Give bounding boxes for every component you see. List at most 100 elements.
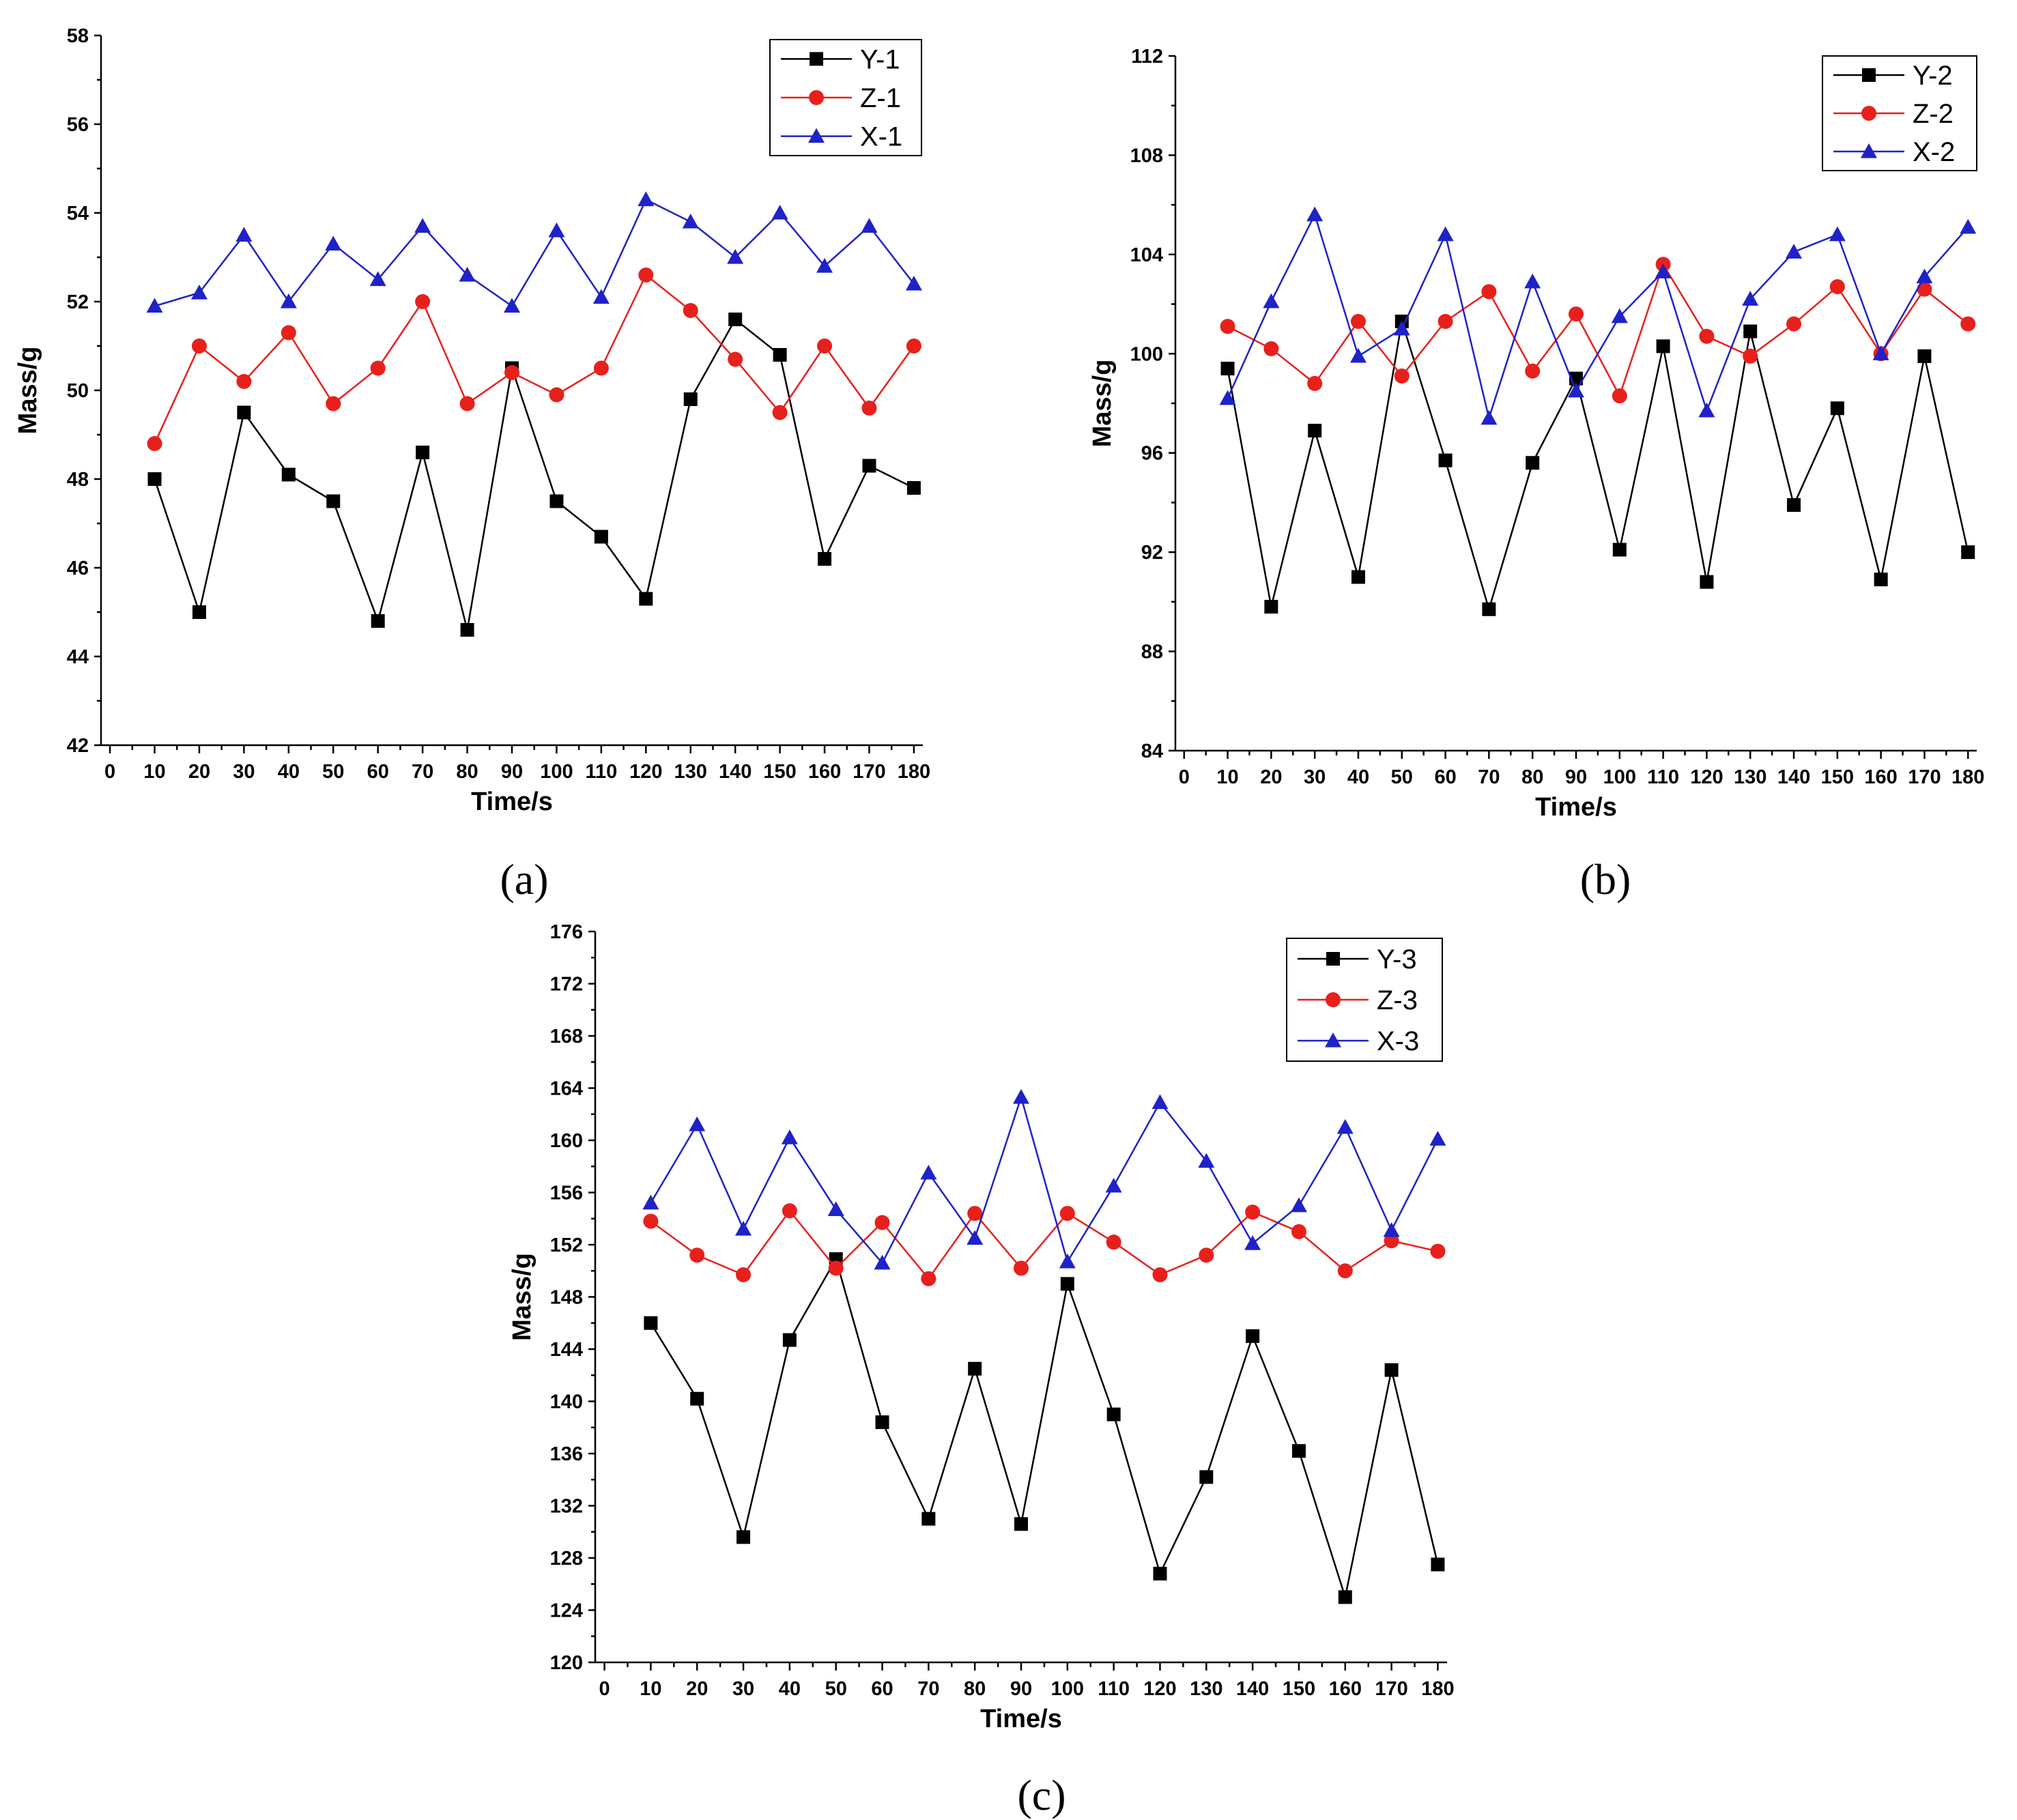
data-point [1829, 226, 1846, 242]
x-tick-label: 170 [1908, 766, 1941, 788]
data-point [771, 205, 788, 220]
data-point [1430, 1243, 1446, 1259]
y-tick-label: 164 [550, 1078, 583, 1100]
data-point [281, 325, 296, 341]
y-tick-label: 42 [67, 735, 89, 757]
data-point [1290, 1197, 1307, 1213]
panel-label: (c) [1017, 1771, 1065, 1819]
data-point [1700, 575, 1714, 589]
data-point [861, 218, 878, 233]
data-point [1349, 347, 1367, 363]
data-point [191, 338, 207, 353]
legend: Y-2 Z-2 X-2 [1822, 55, 1977, 171]
y-tick-label: 124 [550, 1600, 583, 1622]
data-point [736, 1267, 752, 1282]
series-X-1 [146, 191, 922, 313]
data-point [683, 303, 698, 318]
data-point [1655, 263, 1672, 278]
x-tick-label: 130 [1734, 766, 1766, 788]
data-point [1830, 401, 1844, 416]
data-point [1524, 273, 1541, 289]
data-point [190, 285, 208, 300]
data-point [1263, 341, 1279, 357]
y-tick-label: 136 [550, 1443, 583, 1465]
data-point [1199, 1247, 1214, 1263]
data-point [1384, 1233, 1399, 1249]
data-point [874, 1254, 891, 1270]
x-tick-label: 40 [1347, 766, 1369, 788]
data-point [369, 271, 386, 287]
x-tick-label: 90 [501, 761, 523, 783]
series-Y-1 [147, 313, 921, 637]
x-tick-label: 20 [1260, 766, 1282, 788]
data-point [1569, 306, 1584, 322]
x-tick-label: 70 [412, 761, 433, 783]
data-point [549, 387, 564, 403]
y-axis-title: Mass/g [508, 1253, 537, 1341]
data-point [1106, 1234, 1121, 1250]
y-tick-label: 140 [550, 1391, 583, 1413]
data-point [280, 293, 297, 308]
legend-label: X-2 [1913, 137, 1955, 167]
y-tick-label: 168 [550, 1026, 583, 1048]
x-tick-label: 100 [1051, 1678, 1084, 1700]
data-point [690, 1391, 704, 1406]
data-point [643, 1213, 659, 1229]
data-point [192, 605, 206, 619]
data-point [1198, 1153, 1215, 1168]
data-point [237, 405, 251, 420]
data-point [1151, 1094, 1169, 1110]
data-point [1106, 1407, 1121, 1421]
x-tick-label: 40 [779, 1678, 801, 1700]
data-point [772, 405, 788, 420]
legend-marker [1862, 68, 1876, 82]
panel-label: (a) [500, 855, 548, 904]
x-tick-label: 10 [143, 761, 165, 783]
data-point [1246, 1329, 1260, 1343]
x-tick-label: 0 [104, 761, 115, 783]
legend-marker [1326, 992, 1341, 1007]
legend-label: X-1 [860, 122, 902, 152]
data-point [967, 1206, 983, 1222]
data-point [1337, 1263, 1353, 1279]
data-point [1263, 293, 1280, 308]
data-point [728, 313, 743, 326]
x-tick-label: 140 [1236, 1678, 1269, 1700]
x-tick-label: 90 [1010, 1678, 1032, 1700]
y-tick-label: 128 [550, 1548, 583, 1570]
data-point [1743, 324, 1758, 338]
y-tick-label: 56 [67, 114, 89, 136]
data-point [1220, 319, 1235, 334]
y-tick-label: 172 [550, 974, 583, 996]
data-point [862, 459, 876, 473]
series-X-3 [642, 1088, 1446, 1270]
data-point [1742, 291, 1759, 306]
y-tick-label: 112 [1131, 46, 1163, 68]
y-tick-label: 46 [67, 558, 89, 579]
data-point [370, 360, 386, 376]
data-point [1786, 316, 1802, 332]
data-point [1153, 1566, 1167, 1580]
legend-label: Z-1 [860, 83, 901, 113]
line-Y-2 [1227, 321, 1969, 613]
data-point [818, 552, 832, 566]
y-tick-label: 160 [550, 1130, 583, 1152]
data-point [1152, 1267, 1168, 1282]
data-point [235, 227, 253, 242]
data-point [735, 1221, 752, 1236]
data-point [1872, 345, 1889, 360]
data-point [1013, 1088, 1029, 1104]
line-Y-3 [650, 1256, 1439, 1601]
data-point [416, 446, 430, 459]
y-tick-label: 58 [67, 25, 89, 47]
data-point [727, 249, 744, 264]
data-point [728, 351, 743, 367]
line-X-3 [650, 1094, 1439, 1265]
data-point [549, 494, 564, 508]
data-point [326, 494, 341, 508]
line-X-2 [1227, 212, 1969, 422]
data-point [236, 374, 252, 389]
line-Z-2 [1227, 262, 1969, 399]
y-tick-label: 176 [550, 921, 583, 943]
